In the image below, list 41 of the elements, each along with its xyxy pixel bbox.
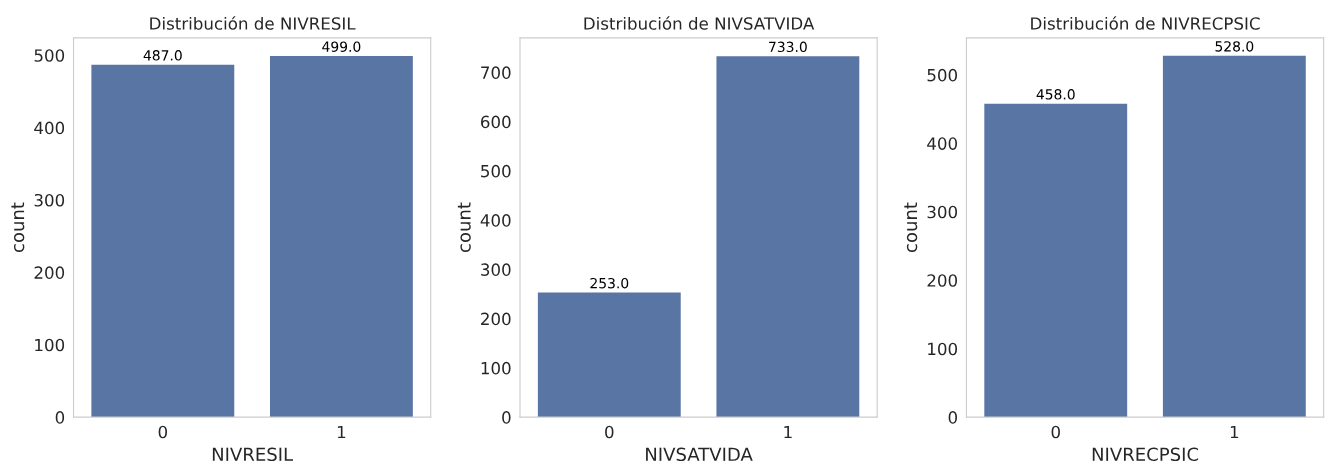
data-label: 499.0 [322,41,361,52]
y-tick-label: 300 [927,205,958,219]
data-label: 487.0 [143,50,182,61]
y-tick-label: 500 [927,68,958,82]
y-tick-label: 0 [948,411,958,424]
y-tick-label: 400 [927,137,958,150]
y-tick-label: 300 [34,193,65,207]
y-tick-label: 500 [34,49,65,62]
y-tick-label: 500 [481,164,511,178]
y-tick-label: 400 [34,121,65,135]
data-label: 528.0 [1215,41,1254,52]
data-label: 458.0 [1036,89,1075,100]
x-axis-title: NIVRESIL [212,447,294,462]
y-tick-label: 600 [481,115,511,129]
data-label: 253.0 [590,277,629,289]
y-tick-label: 0 [502,411,511,424]
x-tick-label: 0 [158,425,168,439]
chart-title: Distribución de NIVRESIL [150,16,356,30]
y-tick-label: 200 [927,274,958,287]
x-tick-label: 1 [1230,425,1239,439]
y-tick-label: 200 [481,312,511,326]
chart-title: Distribución de NIVRECPSIC [1031,16,1260,30]
y-tick-label: 300 [481,263,511,276]
y-tick-label: 100 [928,342,958,356]
x-tick-label: 0 [1051,425,1060,439]
y-tick-label: 100 [481,361,511,375]
chart-title: Distribución de NIVSATVIDA [584,16,815,30]
y-axis-title: count [11,202,25,252]
x-tick-label: 0 [605,425,614,439]
data-label: 733.0 [769,41,807,53]
y-axis-title: count [904,202,918,252]
x-axis-title: NIVSATVIDA [646,447,753,462]
y-tick-label: 100 [35,338,65,352]
y-tick-label: 200 [34,266,65,279]
y-tick-label: 700 [481,66,511,79]
y-axis-title: count [457,202,471,252]
x-axis-title: NIVRECPSIC [1092,447,1199,462]
x-tick-label: 1 [337,425,346,439]
y-tick-label: 0 [55,411,65,424]
x-tick-label: 1 [784,425,792,439]
y-tick-label: 400 [480,214,511,227]
